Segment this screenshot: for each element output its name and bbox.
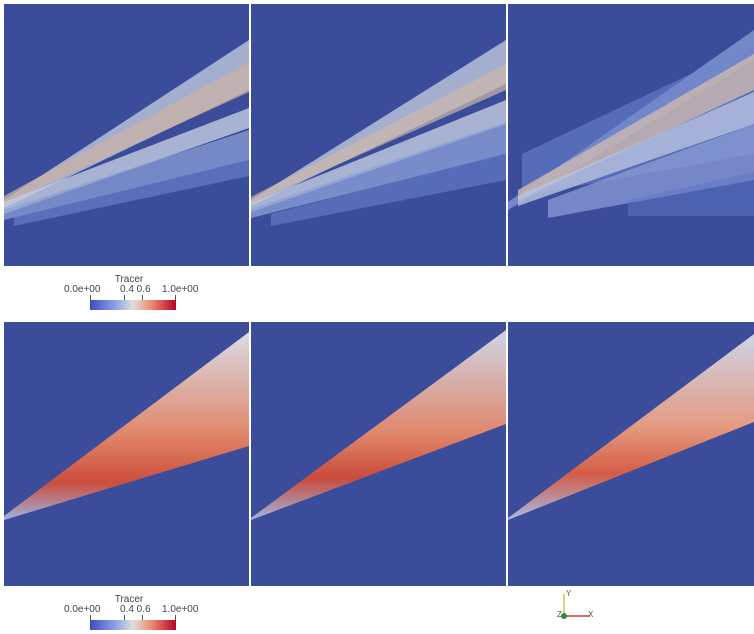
orientation-axes: Y Z X bbox=[552, 584, 600, 632]
colorbar-tick bbox=[124, 295, 125, 300]
colorbar-tick bbox=[175, 615, 176, 620]
panel-top-middle bbox=[251, 4, 506, 266]
colorbar-max-label: 1.0e+00 bbox=[162, 604, 199, 615]
axis-z-label: Z bbox=[557, 610, 562, 619]
colorbar-tick bbox=[124, 615, 125, 620]
panel-top-right bbox=[508, 4, 754, 266]
colorbar-mid-labels: 0.4 0.6 bbox=[120, 284, 151, 295]
axis-x-label: X bbox=[588, 610, 594, 619]
colorbar-max-label: 1.0e+00 bbox=[162, 284, 199, 295]
axis-y-label: Y bbox=[566, 589, 572, 598]
colorbar-title: Tracer bbox=[114, 274, 144, 285]
colorbar-tick bbox=[142, 295, 143, 300]
panel-bottom-left bbox=[4, 322, 249, 586]
colorbar-tick bbox=[90, 295, 91, 300]
panel-bottom-right bbox=[508, 322, 754, 586]
panel-bottom-middle bbox=[251, 322, 506, 586]
colorbar-tick bbox=[175, 295, 176, 300]
colorbar-tick bbox=[142, 615, 143, 620]
colorbar-min-label: 0.0e+00 bbox=[64, 604, 101, 615]
colorbar-mid-labels: 0.4 0.6 bbox=[120, 604, 151, 615]
colorbar-tick bbox=[90, 615, 91, 620]
colorbar-top: Tracer 0.0e+00 0.4 0.6 1.0e+00 bbox=[64, 274, 198, 314]
colorbar-min-label: 0.0e+00 bbox=[64, 284, 101, 295]
colorbar-bottom: Tracer 0.0e+00 0.4 0.6 1.0e+00 bbox=[64, 594, 198, 634]
colorbar-title: Tracer bbox=[114, 594, 144, 605]
panel-top-left bbox=[4, 4, 249, 266]
colorbar-gradient bbox=[90, 620, 176, 630]
colorbar-gradient bbox=[90, 300, 176, 310]
